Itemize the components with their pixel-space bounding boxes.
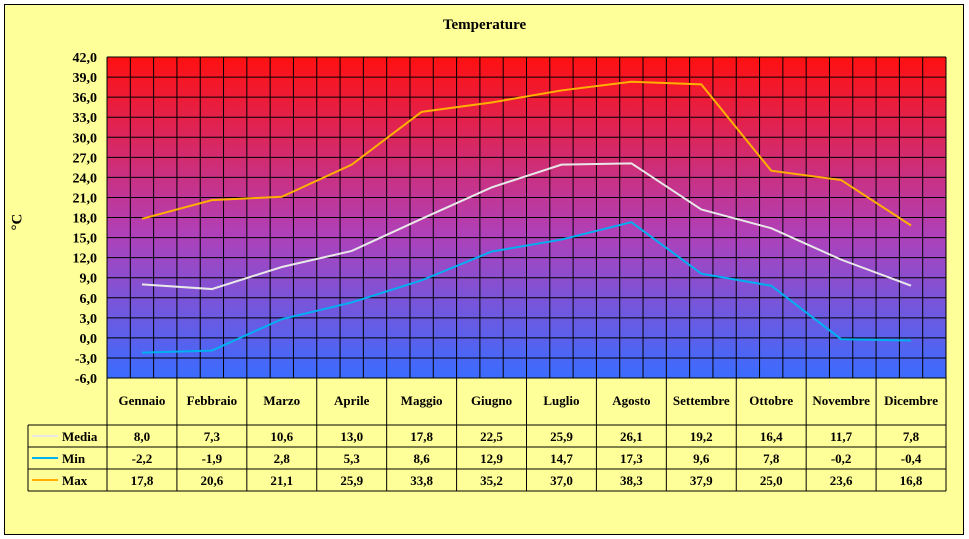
x-tick-label: Aprile — [334, 393, 370, 408]
data-label: 7,8 — [903, 429, 920, 444]
data-label: 10,6 — [270, 429, 293, 444]
x-tick-label: Ottobre — [749, 393, 793, 408]
y-tick-label: 12,0 — [73, 252, 98, 267]
data-label: 37,9 — [690, 473, 713, 488]
data-label: 13,0 — [340, 429, 363, 444]
legend-label: Max — [62, 473, 88, 488]
legend-label: Media — [62, 429, 98, 444]
y-tick-label: 21,0 — [73, 191, 98, 206]
x-tick-label: Luglio — [543, 393, 579, 408]
data-label: -0,4 — [901, 451, 922, 466]
data-label: 26,1 — [620, 429, 643, 444]
x-tick-label: Agosto — [612, 393, 650, 408]
y-tick-label: -6,0 — [75, 372, 97, 387]
y-tick-label: 9,0 — [80, 272, 98, 287]
data-label: 17,8 — [410, 429, 433, 444]
data-label: 37,0 — [550, 473, 573, 488]
chart-title: Temperature — [442, 17, 527, 33]
y-tick-label: 18,0 — [73, 212, 98, 227]
x-tick-label: Marzo — [263, 393, 300, 408]
series-line-media — [141, 162, 912, 291]
data-label: 16,8 — [900, 473, 923, 488]
data-label: 7,3 — [204, 429, 221, 444]
data-label: 25,0 — [760, 473, 783, 488]
y-tick-label: 33,0 — [73, 111, 98, 126]
data-label: 20,6 — [201, 473, 224, 488]
data-label: 19,2 — [690, 429, 713, 444]
series-line-min — [141, 221, 912, 354]
x-tick-label: Gennaio — [118, 393, 165, 408]
y-tick-label: 15,0 — [73, 232, 98, 247]
data-label: 9,6 — [693, 451, 710, 466]
data-label: 35,2 — [480, 473, 503, 488]
data-label: 22,5 — [480, 429, 503, 444]
data-label: 25,9 — [550, 429, 573, 444]
data-label: 16,4 — [760, 429, 783, 444]
y-tick-label: 27,0 — [73, 151, 98, 166]
data-label: -2,2 — [132, 451, 153, 466]
data-label: 8,6 — [414, 451, 431, 466]
data-label: 25,9 — [340, 473, 363, 488]
data-label: 11,7 — [830, 429, 853, 444]
data-label: 12,9 — [480, 451, 503, 466]
data-label: 21,1 — [270, 473, 293, 488]
x-tick-label: Maggio — [401, 393, 443, 408]
y-tick-label: 30,0 — [73, 131, 98, 146]
x-tick-label: Novembre — [812, 393, 870, 408]
data-label: -1,9 — [202, 451, 223, 466]
x-tick-label: Settembre — [673, 393, 730, 408]
data-label: 5,3 — [344, 451, 361, 466]
data-label: 17,8 — [131, 473, 154, 488]
y-tick-label: 39,0 — [73, 71, 98, 86]
x-tick-label: Febbraio — [187, 393, 238, 408]
y-tick-label: 6,0 — [80, 292, 98, 307]
y-tick-label: 36,0 — [73, 91, 98, 106]
legend-label: Min — [62, 451, 86, 466]
x-tick-label: Dicembre — [884, 393, 938, 408]
data-label: 2,8 — [274, 451, 291, 466]
data-label: 8,0 — [134, 429, 150, 444]
y-tick-label: 24,0 — [73, 171, 98, 186]
data-label: 14,7 — [550, 451, 573, 466]
data-label: 17,3 — [620, 451, 643, 466]
y-tick-label: 3,0 — [80, 312, 98, 327]
data-label: 7,8 — [763, 451, 780, 466]
data-label: -0,2 — [831, 451, 852, 466]
data-label: 33,8 — [410, 473, 433, 488]
series-line-max — [141, 80, 912, 227]
y-tick-label: 0,0 — [80, 332, 98, 347]
data-label: 38,3 — [620, 473, 643, 488]
data-label: 23,6 — [830, 473, 853, 488]
x-tick-label: Giugno — [471, 393, 512, 408]
y-tick-label: -3,0 — [75, 352, 97, 367]
y-tick-label: 42,0 — [73, 51, 98, 66]
